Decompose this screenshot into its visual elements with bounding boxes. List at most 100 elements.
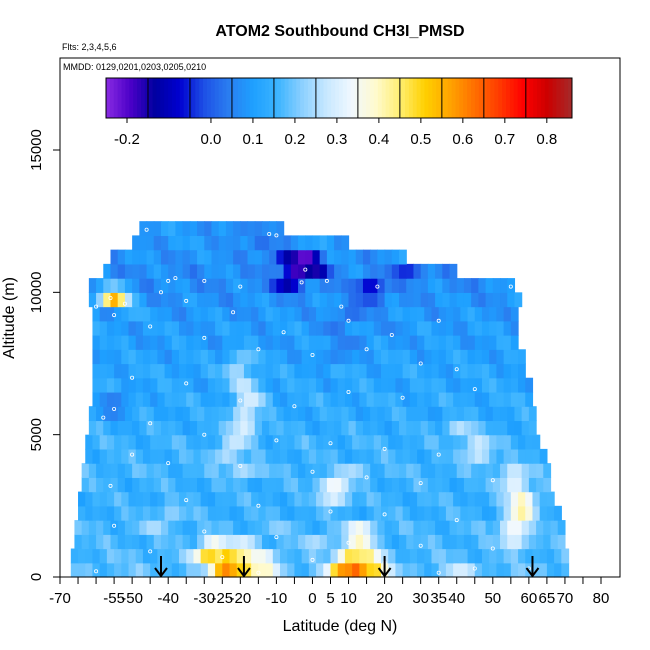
colorbar-segment (533, 78, 538, 118)
heat-cell (409, 363, 418, 379)
heat-cell (395, 448, 404, 464)
heat-cell (489, 505, 497, 521)
heat-cell (157, 491, 166, 507)
sample-point (184, 498, 189, 503)
heat-cell (496, 349, 505, 365)
heat-cell (503, 448, 512, 464)
heat-cell (334, 249, 342, 265)
heat-cell (240, 221, 249, 236)
heat-cell (287, 562, 296, 578)
heat-cell (305, 249, 314, 265)
heat-cell (204, 249, 213, 265)
colorbar-segment (350, 78, 356, 118)
heat-cell (99, 491, 108, 507)
heat-cell (467, 434, 476, 450)
heat-cell (543, 477, 552, 493)
heat-cell (438, 306, 447, 322)
heat-cell (110, 463, 119, 478)
heat-cell (316, 391, 324, 407)
colorbar-segment (471, 78, 476, 118)
heat-cell (258, 306, 267, 322)
heat-cell (197, 263, 205, 279)
heat-cell (157, 363, 166, 379)
heat-cell (308, 363, 317, 379)
heat-cell (150, 349, 158, 365)
y-tick-label: 15000 (28, 129, 45, 171)
heat-cell (280, 562, 288, 578)
heat-cell (215, 320, 223, 336)
heat-cell (442, 520, 451, 535)
heat-cell (135, 363, 144, 379)
heat-cell (301, 491, 310, 507)
sample-point (436, 318, 441, 323)
heat-cell (247, 235, 256, 251)
heat-cell (510, 548, 519, 564)
heat-cell (200, 335, 209, 350)
colorbar-segment (210, 78, 216, 118)
heat-cell (344, 335, 353, 350)
heat-cell (103, 263, 112, 279)
heat-cell (554, 562, 562, 578)
heat-cell (399, 477, 407, 493)
heat-cell (352, 434, 360, 450)
heat-cell (225, 278, 234, 293)
heat-cell (142, 548, 151, 564)
heat-cell (370, 406, 378, 422)
heat-cell (287, 448, 296, 464)
heat-cell (124, 278, 133, 293)
heat-cell (182, 406, 191, 422)
heat-cell (355, 463, 364, 478)
heat-cell (171, 320, 180, 336)
heat-cell (391, 420, 400, 436)
heat-cell (449, 463, 458, 478)
heat-cell (330, 306, 339, 322)
heat-cell (330, 548, 339, 564)
heat-cell (189, 249, 198, 265)
colorbar-segment (420, 78, 425, 118)
colorbar-segment (206, 78, 212, 118)
colorbar-segment (455, 78, 460, 118)
colorbar-segment (436, 78, 441, 118)
heat-cell (453, 491, 461, 507)
heat-cell (229, 448, 238, 464)
heat-cell (283, 249, 292, 265)
heat-cell (312, 520, 321, 535)
heat-cell (413, 263, 422, 279)
heat-cell (211, 292, 220, 308)
sample-point (472, 387, 477, 392)
colorbar-segment (416, 78, 422, 118)
sample-point (220, 555, 225, 560)
heat-cell (269, 292, 277, 308)
heat-cell (207, 434, 216, 450)
heat-cell (236, 377, 245, 393)
arrow-head (237, 567, 251, 578)
colorbar-segment (327, 78, 332, 118)
heat-cell (197, 292, 205, 308)
heat-cell (445, 448, 454, 464)
heat-cell (355, 520, 364, 535)
colorbar-segment (315, 78, 321, 118)
heat-cell (518, 548, 526, 564)
heat-cell (280, 363, 288, 379)
heat-cell (550, 520, 559, 535)
heat-cell (247, 263, 256, 279)
heat-cell (225, 249, 234, 265)
heat-cell (420, 477, 429, 493)
heat-cell (330, 391, 339, 407)
heat-cell (308, 434, 317, 450)
heat-cell (236, 363, 245, 379)
colorbar-segment (144, 78, 150, 118)
heat-cell (243, 391, 252, 407)
heat-cell (399, 520, 407, 535)
heat-cell (157, 349, 166, 365)
heat-cell (294, 320, 303, 336)
heat-cell (337, 562, 346, 578)
heat-cell (503, 562, 512, 578)
sample-point (130, 452, 135, 457)
heat-cell (438, 562, 447, 578)
heat-cell (204, 278, 213, 293)
heat-cell (445, 306, 454, 322)
heat-cell (175, 534, 184, 550)
heat-cell (344, 448, 353, 464)
